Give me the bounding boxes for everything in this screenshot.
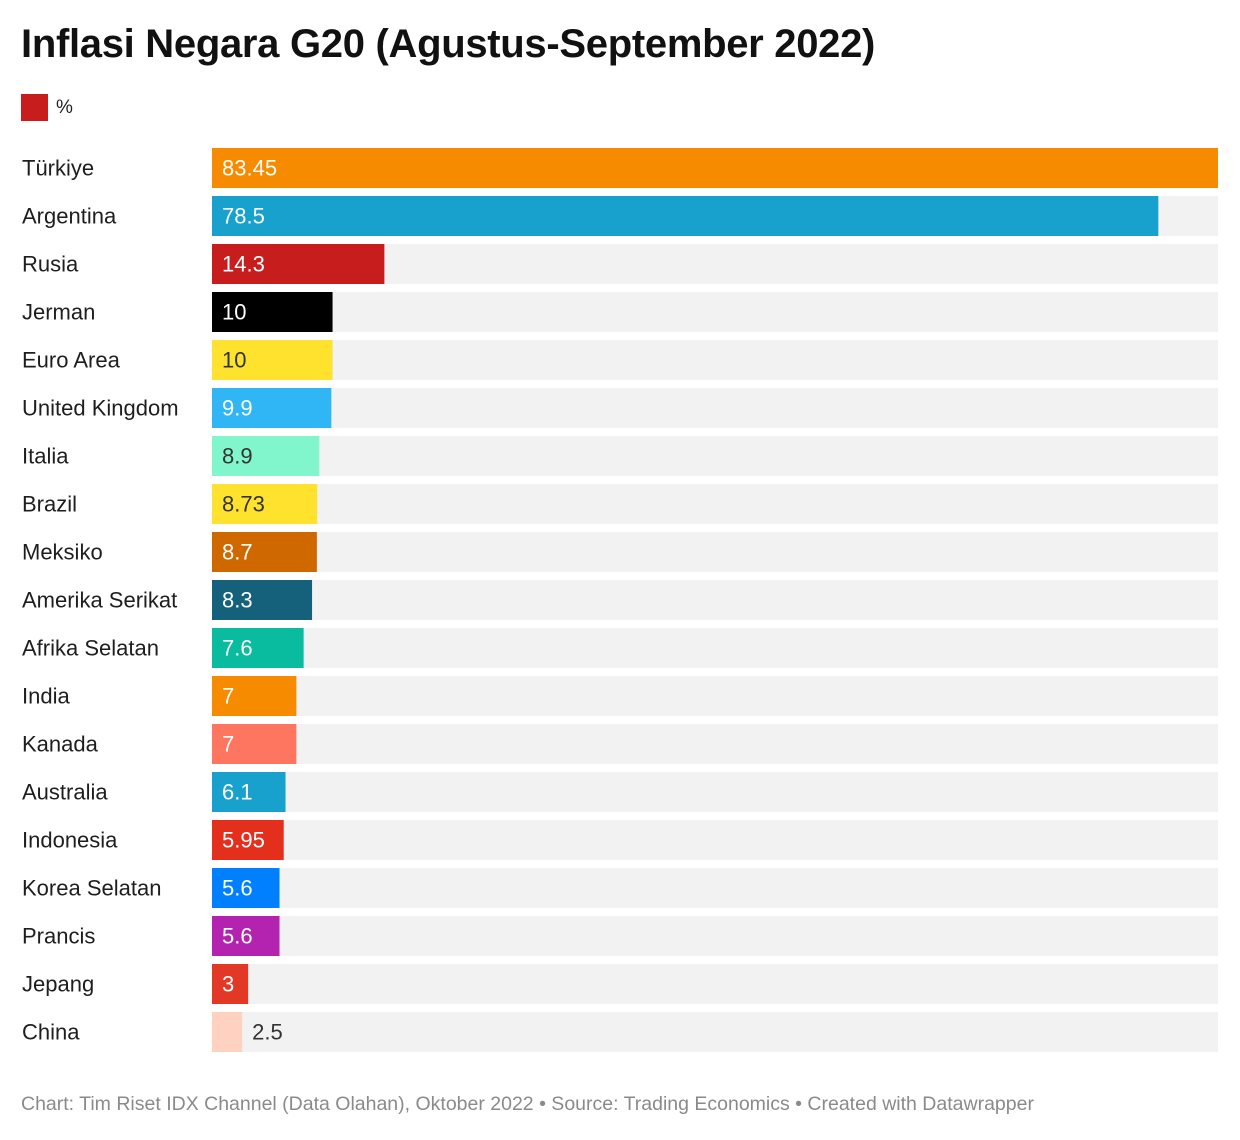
bar-track [212, 772, 1218, 812]
legend: % [21, 94, 73, 121]
bar-row: Afrika Selatan 7.6 [22, 628, 1218, 668]
category-label: Jepang [22, 972, 94, 997]
bar [212, 628, 304, 668]
bar [212, 772, 286, 812]
value-label: 7.6 [222, 636, 253, 661]
bar-track [212, 580, 1218, 620]
bar [212, 820, 284, 860]
bar [212, 676, 297, 716]
value-label: 2.5 [252, 1020, 283, 1045]
category-label: Korea Selatan [22, 876, 161, 901]
category-label: Indonesia [22, 828, 118, 853]
value-label: 7 [222, 732, 234, 757]
value-label: 8.9 [222, 444, 253, 469]
category-label: Kanada [22, 732, 99, 757]
category-label: Afrika Selatan [22, 636, 159, 661]
legend-swatch [21, 94, 48, 121]
bar-track [212, 436, 1218, 476]
legend-label: % [56, 96, 73, 118]
bar [212, 340, 333, 380]
bar [212, 148, 1218, 188]
category-label: Australia [22, 780, 108, 805]
bar-row: Indonesia 5.95 [22, 820, 1218, 860]
value-label: 8.73 [222, 492, 265, 517]
bar-track [212, 724, 1218, 764]
value-label: 10 [222, 300, 246, 325]
bar-row: Jerman 10 [22, 292, 1218, 332]
category-label: Italia [22, 444, 69, 469]
category-label: Türkiye [22, 156, 94, 181]
bar-track [212, 388, 1218, 428]
bar-row: Amerika Serikat 8.3 [22, 580, 1218, 620]
bar-track [212, 820, 1218, 860]
bar-track [212, 292, 1218, 332]
value-label: 78.5 [222, 204, 265, 229]
bar [212, 388, 332, 428]
category-label: Brazil [22, 492, 77, 517]
value-label: 83.45 [222, 156, 277, 181]
value-label: 5.6 [222, 876, 253, 901]
bar-row: Prancis 5.6 [22, 916, 1218, 956]
bar [212, 484, 318, 524]
value-label: 3 [222, 972, 234, 997]
category-label: Jerman [22, 300, 95, 325]
category-label: Rusia [22, 252, 79, 277]
chart-footer: Chart: Tim Riset IDX Channel (Data Olaha… [21, 1093, 1034, 1115]
value-label: 9.9 [222, 396, 253, 421]
bar-row: Jepang 3 [22, 964, 1218, 1004]
bar-row: Australia 6.1 [22, 772, 1218, 812]
bar-track [212, 868, 1218, 908]
bar [212, 724, 297, 764]
value-label: 6.1 [222, 780, 253, 805]
category-label: China [22, 1020, 80, 1045]
category-label: Argentina [22, 204, 117, 229]
bar [212, 964, 249, 1004]
bar-row: Euro Area 10 [22, 340, 1218, 380]
value-label: 14.3 [222, 252, 265, 277]
bar-track [212, 628, 1218, 668]
bar-track [212, 676, 1218, 716]
value-label: 7 [222, 684, 234, 709]
bar [212, 916, 280, 956]
bar-row: Korea Selatan 5.6 [22, 868, 1218, 908]
bar [212, 1012, 243, 1052]
bar [212, 244, 385, 284]
value-label: 8.3 [222, 588, 253, 613]
bar-track [212, 1012, 1218, 1052]
category-label: Prancis [22, 924, 95, 949]
bar [212, 580, 313, 620]
category-label: Euro Area [22, 348, 121, 373]
bar-row: Argentina 78.5 [22, 196, 1218, 236]
bar-row: Türkiye 83.45 [22, 148, 1218, 188]
bar [212, 868, 280, 908]
bar [212, 532, 317, 572]
bar-track [212, 964, 1218, 1004]
bar [212, 436, 320, 476]
value-label: 10 [222, 348, 246, 373]
bar-row: Italia 8.9 [22, 436, 1218, 476]
bar-row: Meksiko 8.7 [22, 532, 1218, 572]
bar-track [212, 484, 1218, 524]
bar-track [212, 916, 1218, 956]
bar-row: Brazil 8.73 [22, 484, 1218, 524]
bar-row: China 2.5 [22, 1012, 1218, 1052]
value-label: 5.95 [222, 828, 265, 853]
bar [212, 196, 1159, 236]
bar-row: India 7 [22, 676, 1218, 716]
value-label: 8.7 [222, 540, 253, 565]
bar [212, 292, 333, 332]
bar-row: Rusia 14.3 [22, 244, 1218, 284]
category-label: India [22, 684, 70, 709]
category-label: Amerika Serikat [22, 588, 177, 613]
bar-track [212, 532, 1218, 572]
bar-track [212, 340, 1218, 380]
category-label: United Kingdom [22, 396, 179, 421]
bar-row: Kanada 7 [22, 724, 1218, 764]
chart-title: Inflasi Negara G20 (Agustus-September 20… [21, 22, 876, 66]
value-label: 5.6 [222, 924, 253, 949]
category-label: Meksiko [22, 540, 103, 565]
bar-row: United Kingdom 9.9 [22, 388, 1218, 428]
